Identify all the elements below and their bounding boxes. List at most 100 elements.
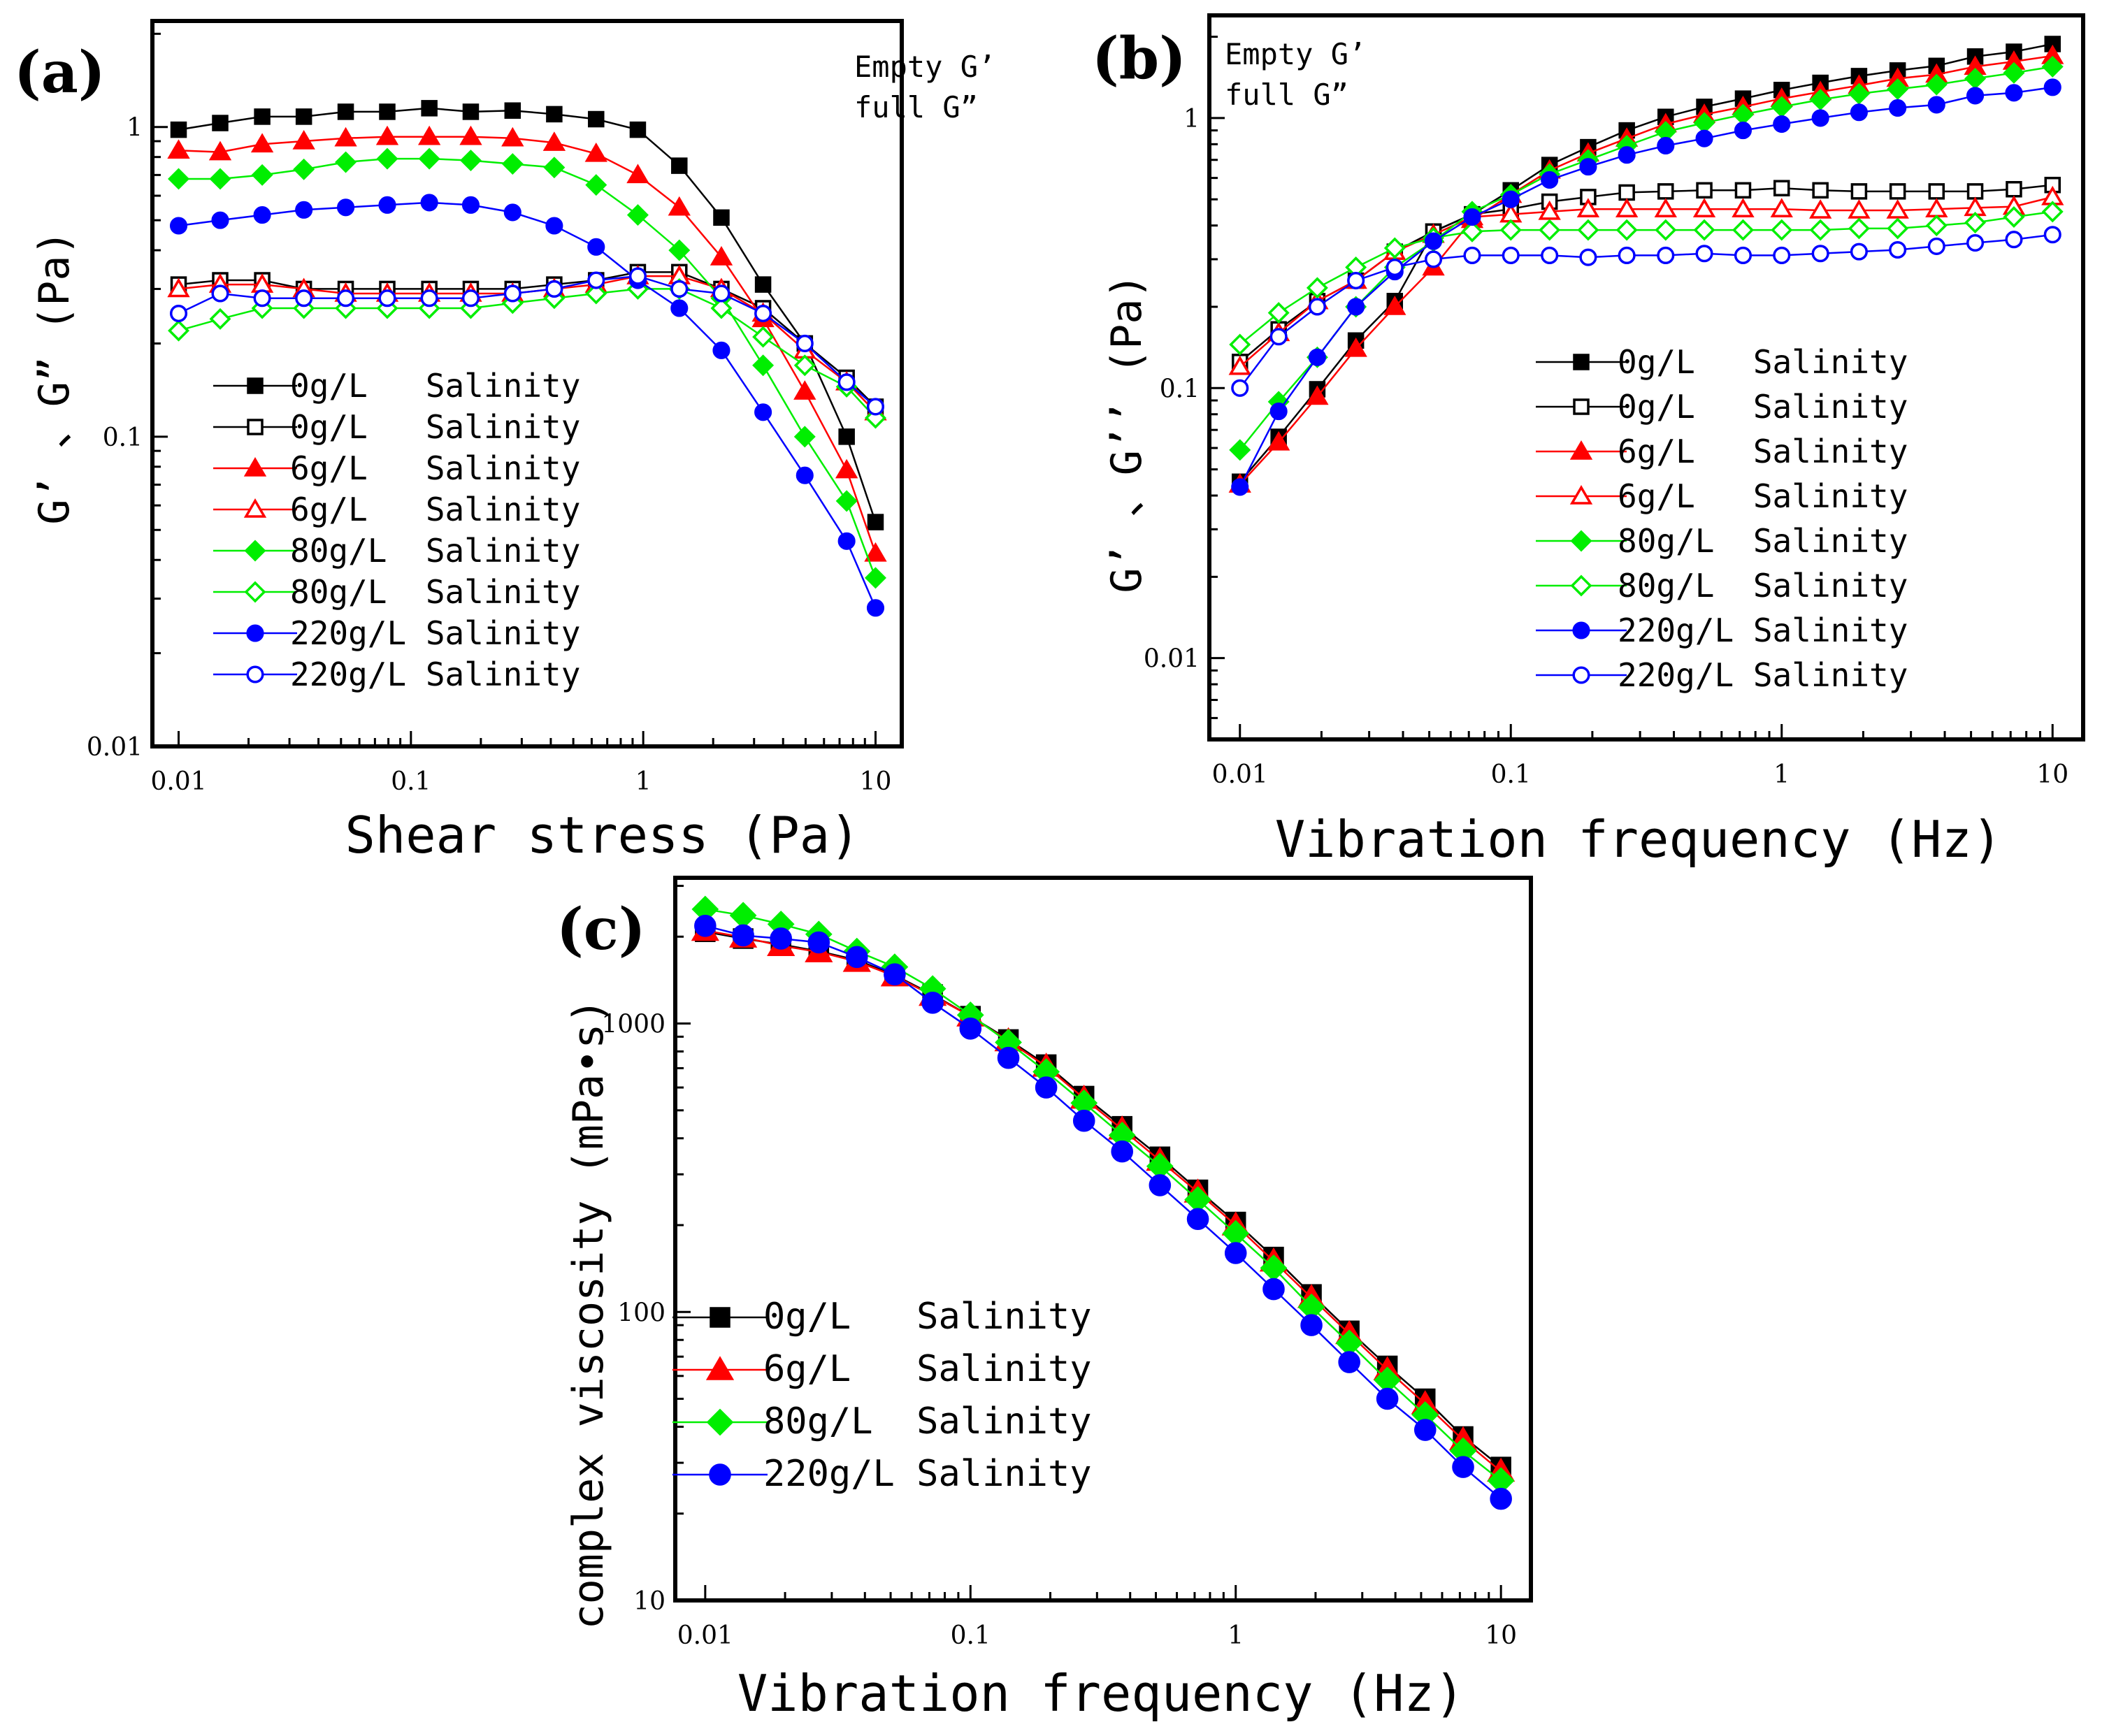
data-point — [211, 211, 229, 229]
series-line — [705, 930, 1502, 1473]
data-point — [1269, 403, 1288, 421]
x-tick-label: 1 — [1773, 760, 1790, 789]
data-point — [585, 174, 607, 196]
legend-label: 80g/L Salinity — [1618, 567, 1908, 605]
data-point — [295, 201, 313, 219]
legend-marker — [246, 665, 264, 683]
data-point — [1463, 208, 1481, 226]
data-point — [668, 239, 691, 261]
legend-label: 0g/L Salinity — [290, 367, 580, 405]
legend-marker — [243, 498, 267, 518]
data-point — [1149, 1174, 1172, 1196]
data-point — [211, 284, 229, 303]
data-point — [1306, 277, 1328, 299]
data-point — [1576, 198, 1600, 217]
data-point — [209, 168, 231, 190]
data-point — [1425, 232, 1443, 250]
series-line — [705, 925, 1502, 1500]
panel-b-y-axis: 0.01 0.1 1 — [1144, 36, 1225, 741]
data-point — [337, 289, 355, 308]
panel-b-annotation-line-1: Empty G’ — [1225, 37, 1366, 71]
data-point — [1808, 199, 1832, 219]
legend-marker — [1572, 666, 1590, 684]
data-point — [710, 297, 733, 319]
data-point — [1696, 182, 1713, 199]
data-point — [1499, 219, 1522, 241]
legend-marker — [710, 1307, 730, 1328]
data-point — [1577, 219, 1599, 241]
data-point — [867, 514, 884, 530]
panel-c-plot: 0.01 0.1 1 10 10 100 1000 0g/L Salinity 6g/L Sal… — [601, 876, 1533, 1650]
legend-label: 80g/L Salinity — [290, 532, 580, 570]
data-point — [864, 542, 887, 562]
y-tick-label: 10 — [633, 1587, 665, 1616]
legend-label: 6g/L Salinity — [290, 491, 580, 528]
panel-a-y-axis: 0.01 0.1 1 — [87, 32, 168, 762]
data-point — [1452, 1456, 1474, 1478]
data-point — [253, 206, 271, 224]
data-point — [1502, 246, 1520, 264]
data-point — [754, 403, 772, 421]
data-point — [1654, 198, 1677, 217]
data-point — [754, 276, 772, 293]
data-point — [501, 153, 524, 175]
data-point — [462, 103, 480, 120]
legend-marker — [1569, 485, 1593, 505]
data-point — [838, 428, 855, 445]
data-point — [670, 299, 689, 317]
series-line — [1239, 66, 2053, 451]
data-point — [1035, 1076, 1058, 1099]
data-point — [2003, 206, 2025, 229]
data-point — [1770, 198, 1793, 217]
data-point — [1811, 109, 1829, 127]
legend-item: 220g/L Salinity — [672, 1453, 1092, 1495]
x-tick-label: 0.1 — [951, 1621, 991, 1650]
data-point — [292, 130, 315, 150]
panel-a-x-axis: 0.01 0.1 1 10 — [150, 731, 891, 796]
data-point — [1889, 183, 1906, 200]
data-point — [461, 289, 480, 308]
data-point — [1383, 237, 1406, 259]
data-point — [1615, 219, 1638, 241]
legend-label: 220g/L Salinity — [290, 656, 580, 693]
data-point — [884, 963, 906, 986]
data-point — [168, 319, 189, 342]
legend-marker — [244, 581, 266, 603]
panel-a-annotation-line-1: Empty G’ — [854, 50, 995, 84]
panel-c-x-axis: 0.01 0.1 1 10 — [677, 1585, 1517, 1650]
data-point — [1925, 215, 1948, 237]
x-tick-label: 0.1 — [391, 767, 431, 796]
panel-b-plot-frame — [1207, 13, 2085, 742]
data-point — [837, 532, 856, 550]
data-point — [1889, 99, 1907, 117]
data-point — [1732, 219, 1754, 241]
data-point — [293, 158, 315, 180]
data-point — [1386, 258, 1404, 277]
data-point — [1734, 122, 1752, 140]
x-tick-label: 1 — [1228, 1621, 1244, 1650]
data-point — [793, 426, 816, 448]
y-tick-label: 0.1 — [103, 424, 143, 452]
data-point — [1850, 103, 1868, 122]
legend-marker — [247, 377, 264, 394]
data-point — [379, 103, 396, 120]
data-point — [254, 108, 271, 125]
data-point — [845, 946, 868, 969]
legend-marker — [1573, 398, 1590, 415]
data-point — [1229, 439, 1251, 461]
data-point — [504, 102, 521, 119]
data-point — [1928, 183, 1945, 200]
legend-item: 6g/L Salinity — [1536, 433, 1908, 470]
data-point — [1773, 246, 1791, 264]
legend-label: 220g/L Salinity — [1618, 656, 1908, 694]
data-point — [461, 196, 480, 214]
data-point — [1111, 1140, 1133, 1163]
data-point — [587, 271, 605, 289]
data-point — [712, 341, 730, 359]
data-point — [997, 1046, 1020, 1069]
data-point — [1809, 89, 1831, 111]
legend-item: 6g/L Salinity — [213, 449, 580, 487]
y-tick-label: 100 — [617, 1299, 665, 1327]
x-tick-label: 10 — [2036, 760, 2068, 789]
